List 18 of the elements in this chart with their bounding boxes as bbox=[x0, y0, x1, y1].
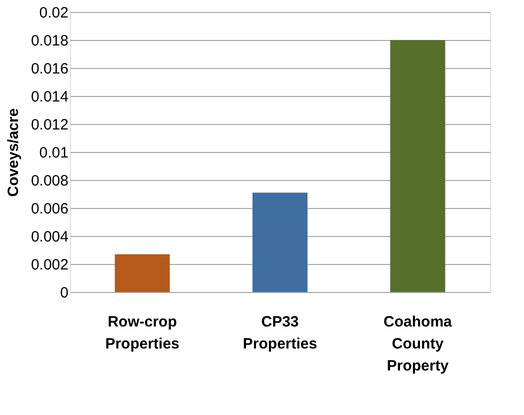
y-tick-label: 0.002 bbox=[30, 256, 68, 274]
y-tick-label: 0.008 bbox=[30, 172, 68, 190]
y-tick-label: 0.016 bbox=[30, 60, 68, 78]
y-tick-label: 0 bbox=[60, 284, 68, 302]
x-tick-label: Coahoma County Property bbox=[384, 314, 453, 374]
x-tick-label: Row-crop Properties bbox=[105, 314, 180, 352]
y-tick-label: 0.01 bbox=[39, 144, 68, 162]
y-tick-label: 0.018 bbox=[30, 32, 68, 50]
y-tick-label: 0.004 bbox=[30, 228, 68, 246]
y-tick-label: 0.006 bbox=[30, 200, 68, 218]
bar bbox=[114, 254, 170, 292]
y-axis-title: Coveys/acre bbox=[4, 108, 22, 197]
bar bbox=[390, 40, 446, 292]
x-tick-label: CP33 Properties bbox=[242, 314, 318, 352]
bar bbox=[252, 192, 308, 292]
y-tick-label: 0.02 bbox=[39, 4, 68, 22]
y-tick-label: 0.014 bbox=[30, 88, 68, 106]
y-tick-label: 0.012 bbox=[30, 116, 68, 134]
